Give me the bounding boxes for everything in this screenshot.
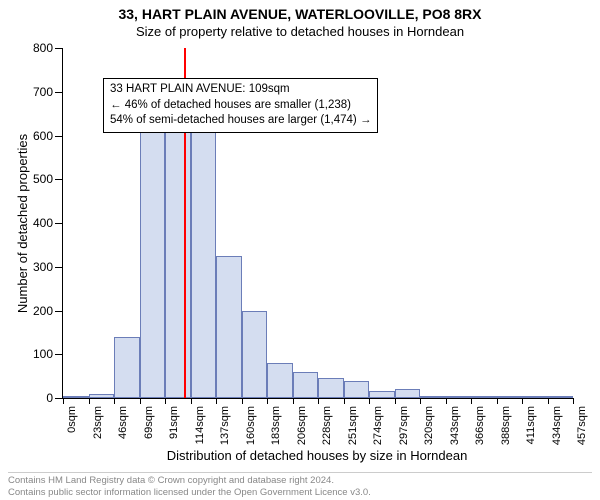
histogram-bar xyxy=(446,396,472,398)
annotation-line1: 33 HART PLAIN AVENUE: 109sqm xyxy=(110,82,371,98)
y-tick-label: 700 xyxy=(33,85,53,99)
histogram-bar xyxy=(318,378,344,398)
plot-area: 0100200300400500600700800 0sqm23sqm46sqm… xyxy=(62,48,573,399)
histogram-bar xyxy=(497,396,523,398)
x-tick-label: 183sqm xyxy=(270,406,282,445)
histogram-bar xyxy=(191,131,217,398)
histogram-bar xyxy=(471,396,497,398)
histogram-bar xyxy=(548,396,574,398)
page-subtitle: Size of property relative to detached ho… xyxy=(0,24,600,39)
histogram-bar xyxy=(293,372,319,398)
y-tick-label: 300 xyxy=(33,260,53,274)
x-tick-label: 46sqm xyxy=(117,406,129,439)
x-tick-label: 343sqm xyxy=(449,406,461,445)
page-title: 33, HART PLAIN AVENUE, WATERLOOVILLE, PO… xyxy=(0,6,600,22)
y-axis-label: Number of detached properties xyxy=(16,48,30,398)
x-tick-label: 23sqm xyxy=(92,406,104,439)
chart-stage: { "title_line1": "33, HART PLAIN AVENUE,… xyxy=(0,0,600,500)
y-tick-label: 500 xyxy=(33,172,53,186)
annotation-line2: ← 46% of detached houses are smaller (1,… xyxy=(110,98,371,114)
x-tick-label: 0sqm xyxy=(66,406,78,433)
x-tick-label: 69sqm xyxy=(143,406,155,439)
histogram-bar xyxy=(63,396,89,398)
histogram-bar xyxy=(344,381,370,399)
x-tick-label: 366sqm xyxy=(474,406,486,445)
histogram-bar xyxy=(165,125,191,398)
x-tick-label: 228sqm xyxy=(321,406,333,445)
x-tick-label: 137sqm xyxy=(219,406,231,445)
x-tick-label: 91sqm xyxy=(168,406,180,439)
histogram-bar xyxy=(369,391,395,398)
x-tick-label: 297sqm xyxy=(398,406,410,445)
y-tick-label: 400 xyxy=(33,216,53,230)
x-tick-label: 206sqm xyxy=(296,406,308,445)
histogram-bar xyxy=(114,337,140,398)
footer-line2: Contains public sector information licen… xyxy=(8,487,592,498)
histogram-bar xyxy=(89,394,115,398)
x-tick-label: 251sqm xyxy=(347,406,359,445)
y-tick-label: 100 xyxy=(33,347,53,361)
footer-line1: Contains HM Land Registry data © Crown c… xyxy=(8,475,592,486)
x-tick-label: 114sqm xyxy=(194,406,206,444)
histogram-bar xyxy=(420,396,446,398)
histogram-bar xyxy=(242,311,268,399)
histogram-bar xyxy=(522,396,548,398)
x-tick-label: 320sqm xyxy=(423,406,435,445)
y-tick-label: 0 xyxy=(46,391,53,405)
y-tick-label: 200 xyxy=(33,304,53,318)
x-tick-label: 457sqm xyxy=(576,406,588,445)
x-tick-label: 388sqm xyxy=(500,406,512,445)
y-tick-label: 600 xyxy=(33,129,53,143)
attribution-footer: Contains HM Land Registry data © Crown c… xyxy=(8,472,592,498)
annotation-box: 33 HART PLAIN AVENUE: 109sqm ← 46% of de… xyxy=(103,78,378,133)
annotation-line3: 54% of semi-detached houses are larger (… xyxy=(110,113,371,129)
x-tick-label: 434sqm xyxy=(551,406,563,445)
x-tick-label: 274sqm xyxy=(372,406,384,445)
y-tick-label: 800 xyxy=(33,41,53,55)
x-tick-label: 411sqm xyxy=(525,406,537,444)
x-tick-label: 160sqm xyxy=(245,406,257,445)
histogram-bar xyxy=(267,363,293,398)
x-axis-label: Distribution of detached houses by size … xyxy=(62,448,572,463)
histogram-bar xyxy=(140,120,166,398)
histogram-bar xyxy=(395,389,421,398)
histogram-bar xyxy=(216,256,242,398)
